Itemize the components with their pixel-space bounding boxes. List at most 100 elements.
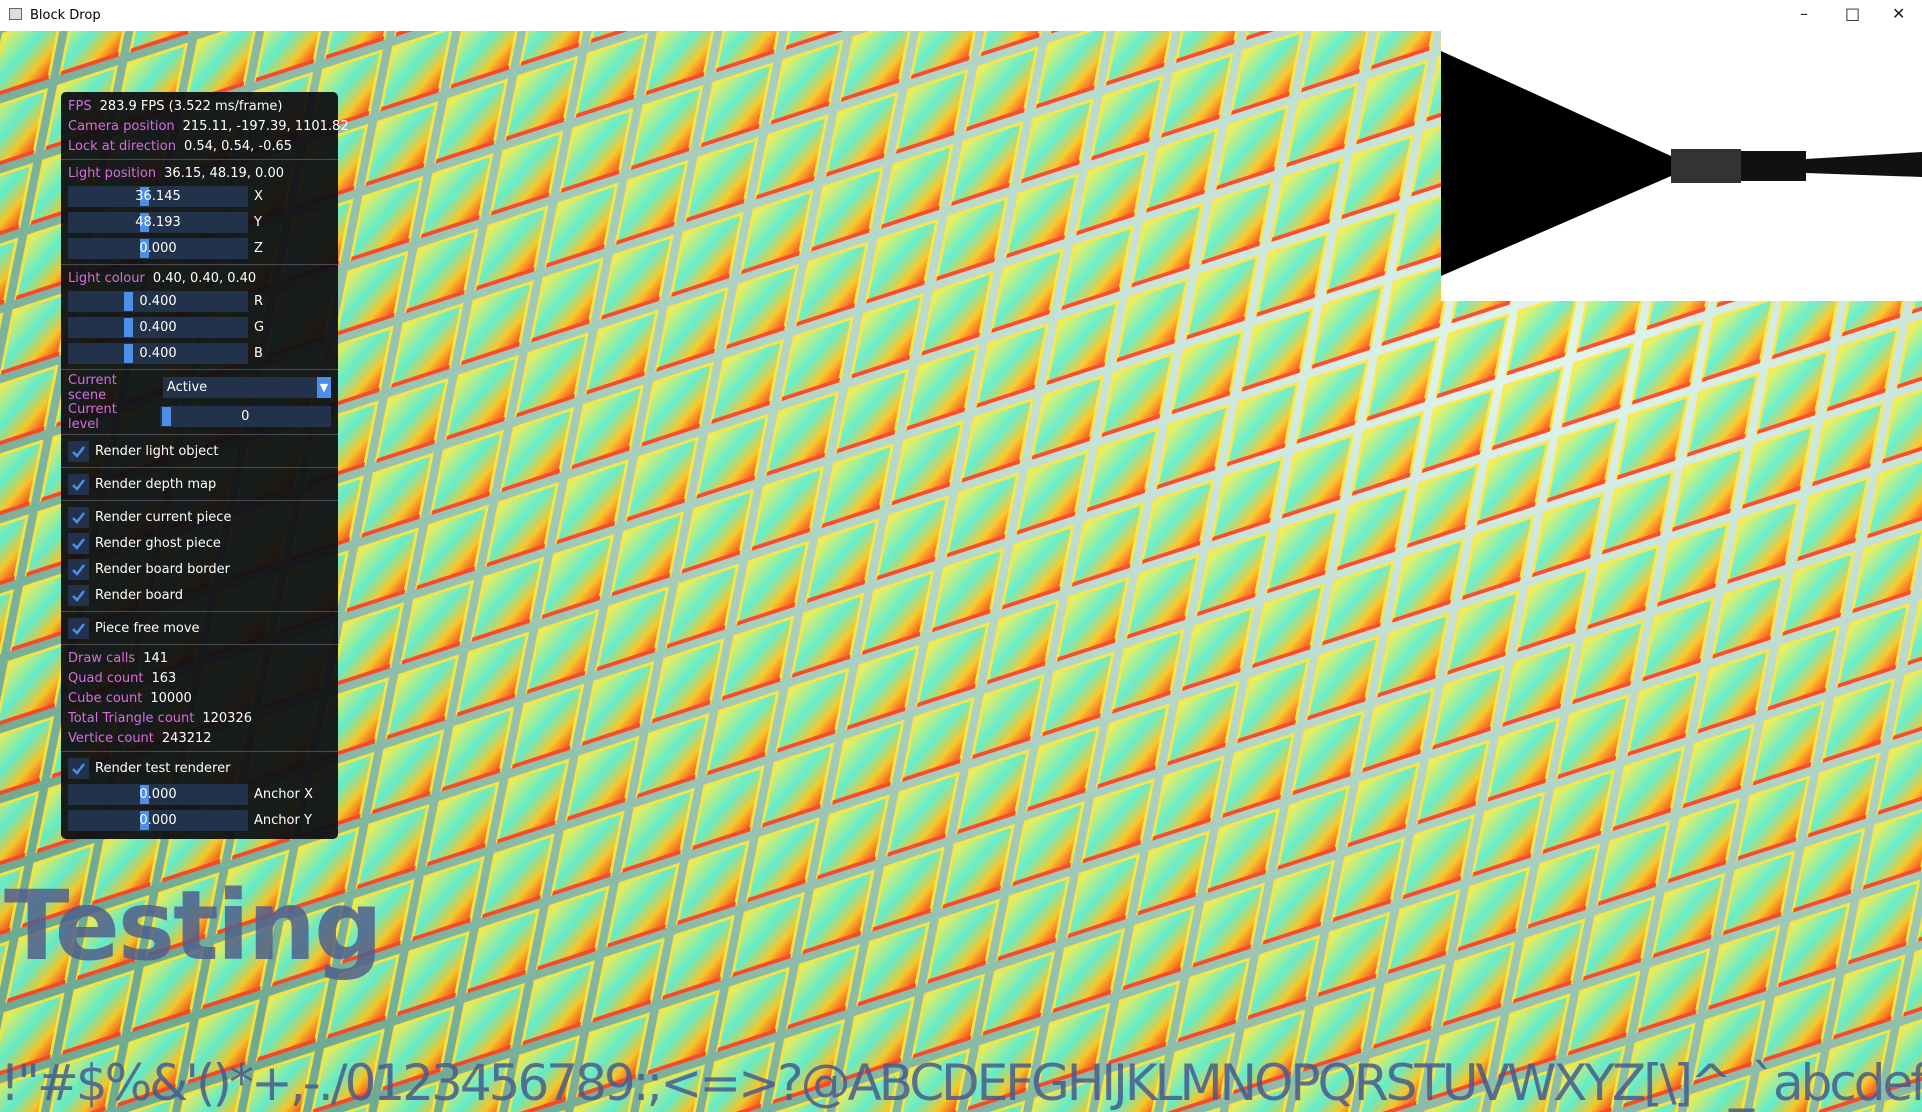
separator [61, 264, 338, 265]
minimize-button[interactable]: – [1800, 4, 1808, 23]
checkbox[interactable] [68, 584, 89, 606]
slider[interactable]: 36.145 [68, 185, 248, 207]
separator [61, 751, 338, 752]
check-mark [72, 537, 85, 550]
maximize-button[interactable]: □ [1845, 4, 1861, 23]
slider-axis: X [254, 188, 263, 204]
slider-row: 36.145 X [61, 183, 338, 209]
info-row: Draw calls 141 [61, 648, 338, 668]
slider-axis: G [254, 319, 265, 335]
checkbox-label: Piece free move [95, 620, 200, 636]
combo-label: Current scene [68, 372, 117, 403]
checkbox-label: Render board border [95, 561, 231, 577]
separator [61, 467, 338, 468]
info-label: Light colour [68, 270, 145, 286]
slider[interactable]: 0.000 [68, 237, 248, 259]
combo-row: Current scene Active ▼ [61, 372, 338, 403]
info-label: Cube count [68, 690, 143, 706]
combo-box[interactable]: Active ▼ [162, 377, 331, 398]
slider[interactable]: 0.000 [68, 809, 248, 831]
slider[interactable]: 0.000 [68, 783, 248, 805]
checkbox-row: Piece free move [61, 615, 338, 641]
info-row: FPS 283.9 FPS (3.522 ms/frame) [61, 96, 338, 116]
info-row: Light colour 0.40, 0.40, 0.40 [61, 268, 338, 288]
slider-row: 0.400 B [61, 340, 338, 366]
info-value: 0.40, 0.40, 0.40 [152, 270, 257, 286]
info-label: Camera position [68, 118, 175, 134]
check-mark [72, 563, 85, 576]
check-mark [72, 622, 85, 635]
checkbox-label: Render current piece [95, 509, 232, 525]
info-label: Draw calls [68, 650, 136, 666]
info-row: Total Triangle count 120326 [61, 708, 338, 728]
checkbox-row: Render board [61, 582, 338, 608]
level-slider[interactable]: 0 [159, 406, 331, 427]
info-value: 0.54, 0.54, -0.65 [183, 138, 293, 154]
info-value: 163 [151, 670, 177, 686]
checkbox[interactable] [68, 440, 89, 462]
slider-value: 0.400 [139, 293, 177, 309]
checkbox-label: Render light object [95, 443, 219, 459]
info-value: 141 [143, 650, 169, 666]
slider-row: 0.400 G [61, 314, 338, 340]
slider[interactable]: 0.400 [68, 342, 248, 364]
slider-value: 0.400 [139, 319, 177, 335]
font-atlas-text: !"#$%&'()*+,-./0123456789:;<=>?@ABCDEFGH… [0, 1054, 1922, 1112]
checkbox[interactable] [68, 506, 89, 528]
separator [61, 611, 338, 612]
checkbox-label: Render test renderer [95, 760, 231, 776]
checkbox[interactable] [68, 617, 89, 639]
slider[interactable]: 48.193 [68, 211, 248, 233]
checkbox-row: Render ghost piece [61, 530, 338, 556]
slider-value: 0.400 [139, 345, 177, 361]
info-row: Vertice count 243212 [61, 728, 338, 748]
checkbox-label: Render ghost piece [95, 535, 221, 551]
slider-row: 0.000 Anchor Y [61, 807, 338, 833]
check-mark [72, 478, 85, 491]
info-value: 215.11, -197.39, 1101.82 [182, 118, 349, 134]
checkbox-row: Render light object [61, 438, 338, 464]
checkbox-row: Render test renderer [61, 755, 338, 781]
check-stroke [72, 762, 85, 775]
slider-axis: R [254, 293, 264, 309]
slider[interactable]: 0.400 [68, 316, 248, 338]
slider-grab [124, 343, 133, 363]
checkbox-row: Render current piece [61, 504, 338, 530]
check-stroke [72, 478, 85, 491]
slider[interactable]: 0.400 [68, 290, 248, 312]
check-mark [72, 762, 85, 775]
slider-grab [124, 317, 133, 337]
slider-value: 0.000 [139, 786, 177, 802]
info-value: 10000 [150, 690, 192, 706]
slider-grab [140, 186, 149, 206]
info-row: Quad count 163 [61, 668, 338, 688]
debug-panel: FPS 283.9 FPS (3.522 ms/frame) Camera posi… [61, 92, 349, 839]
slider-value: 36.145 [135, 188, 181, 204]
checkbox-label: Render depth map [95, 476, 217, 492]
checkbox[interactable] [68, 473, 89, 495]
checkbox[interactable] [68, 532, 89, 554]
slider-grab [140, 238, 149, 258]
slider-value: 48.193 [135, 214, 181, 230]
level-value: 0 [241, 409, 250, 424]
check-stroke [72, 563, 85, 576]
slider-grab [140, 810, 149, 830]
overlay-text: Testing [4, 870, 383, 982]
close-button[interactable]: ✕ [1892, 4, 1906, 23]
info-label: Lock at direction [68, 138, 176, 154]
slider-axis: Anchor Y [254, 812, 312, 828]
level-row: Current level 0 [61, 402, 338, 432]
separator [61, 369, 338, 370]
separator [61, 159, 338, 160]
separator [61, 500, 338, 501]
info-label: FPS [68, 98, 92, 114]
app-icon [9, 8, 22, 20]
info-label: Quad count [68, 670, 144, 686]
slider-value: 0.000 [139, 240, 177, 256]
checkbox[interactable] [68, 757, 89, 779]
check-stroke [72, 511, 85, 524]
checkbox[interactable] [68, 558, 89, 580]
info-row: Lock at direction 0.54, 0.54, -0.65 [61, 136, 338, 156]
title-bar: Block Drop – □ ✕ [0, 0, 1922, 31]
info-value: 36.15, 48.19, 0.00 [164, 165, 284, 181]
